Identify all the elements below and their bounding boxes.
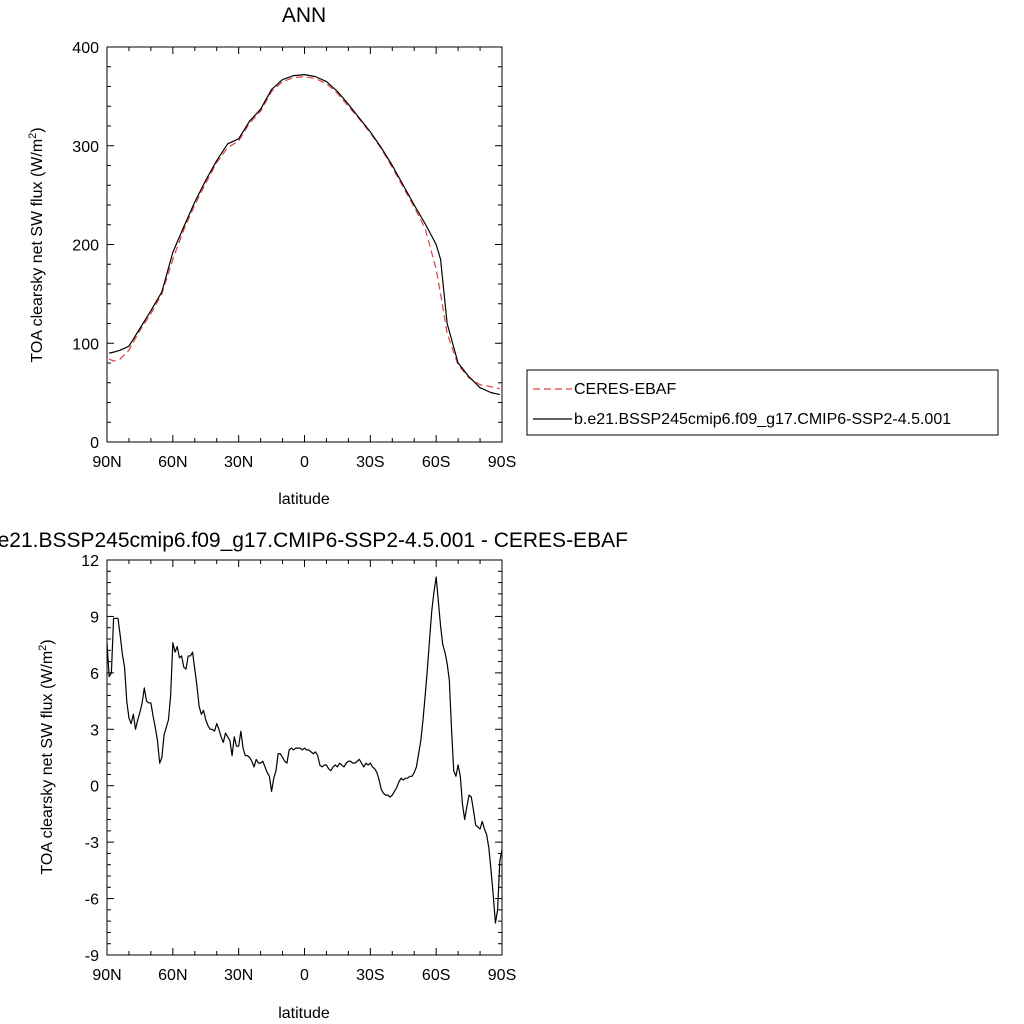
chart-bottom-series [106, 576, 503, 924]
x-tick-label: 90S [488, 967, 516, 984]
y-tick-label: 3 [90, 722, 99, 739]
y-tick-label: -3 [85, 835, 99, 852]
x-tick-label: 60S [422, 967, 450, 984]
chart-top-y-axis-label: TOA clearsky net SW flux (W/m2) [27, 127, 46, 362]
x-tick-label: 90N [92, 454, 121, 471]
legend-label-ceres-ebaf: CERES-EBAF [574, 381, 676, 398]
y-tick-label: 300 [72, 139, 99, 156]
x-tick-label: 0 [300, 967, 309, 984]
chart-bottom-x-axis-label: latitude [278, 1005, 330, 1022]
y-tick-label: 12 [81, 553, 99, 570]
chart-bottom-plot-frame [106, 559, 503, 956]
x-tick-label: 60S [422, 454, 450, 471]
x-tick-label: 60N [158, 967, 187, 984]
x-tick-label: 90N [92, 967, 121, 984]
chart-bottom-y-ticks: -9 -6 -3 0 3 6 9 12 [81, 553, 502, 965]
chart-top: ANN 0 100 200 300 400 90N 60N 30N 0 30S 60S 90S la… [27, 4, 999, 508]
chart-top-legend: CERES-EBAF b.e21.BSSP245cmip6.f09_g17.CM… [526, 369, 999, 436]
chart-bottom-y-axis-label: TOA clearsky net SW flux (W/m2) [37, 639, 56, 874]
chart-bottom: b.e21.BSSP245cmip6.f09_g17.CMIP6-SSP2-4.… [0, 529, 628, 1022]
chart-bottom-x-ticks: 90N 60N 30N 0 30S 60S 90S [92, 560, 516, 984]
chart-top-plot-frame [106, 46, 503, 443]
x-tick-label: 90S [488, 454, 516, 471]
series-line-1-0 [106, 576, 503, 924]
y-tick-label: 100 [72, 336, 99, 353]
y-tick-label: 0 [90, 779, 99, 796]
chart-top-series [108, 74, 500, 396]
chart-top-x-ticks: 90N 60N 30N 0 30S 60S 90S [92, 47, 516, 471]
x-tick-label: 60N [158, 454, 187, 471]
x-tick-label: 0 [300, 454, 309, 471]
legend-box [526, 369, 999, 436]
x-tick-label: 30S [356, 454, 384, 471]
series-line-0-0 [108, 76, 500, 390]
y-tick-label: 9 [90, 609, 99, 626]
chart-top-x-axis-label: latitude [278, 491, 330, 508]
y-tick-label: 6 [90, 666, 99, 683]
x-tick-label: 30N [224, 454, 253, 471]
chart-top-y-ticks: 0 100 200 300 400 [72, 40, 502, 452]
x-tick-label: 30S [356, 967, 384, 984]
y-tick-label: -6 [85, 892, 99, 909]
chart-top-title: ANN [282, 4, 326, 27]
x-tick-label: 30N [224, 967, 253, 984]
y-tick-label: -9 [85, 948, 99, 965]
y-tick-label: 200 [72, 238, 99, 255]
legend-label-model: b.e21.BSSP245cmip6.f09_g17.CMIP6-SSP2-4.… [574, 411, 951, 428]
y-tick-label: 0 [90, 435, 99, 452]
series-line-0-1 [109, 74, 500, 396]
chart-bottom-title: b.e21.BSSP245cmip6.f09_g17.CMIP6-SSP2-4.… [0, 529, 628, 552]
y-tick-label: 400 [72, 40, 99, 57]
